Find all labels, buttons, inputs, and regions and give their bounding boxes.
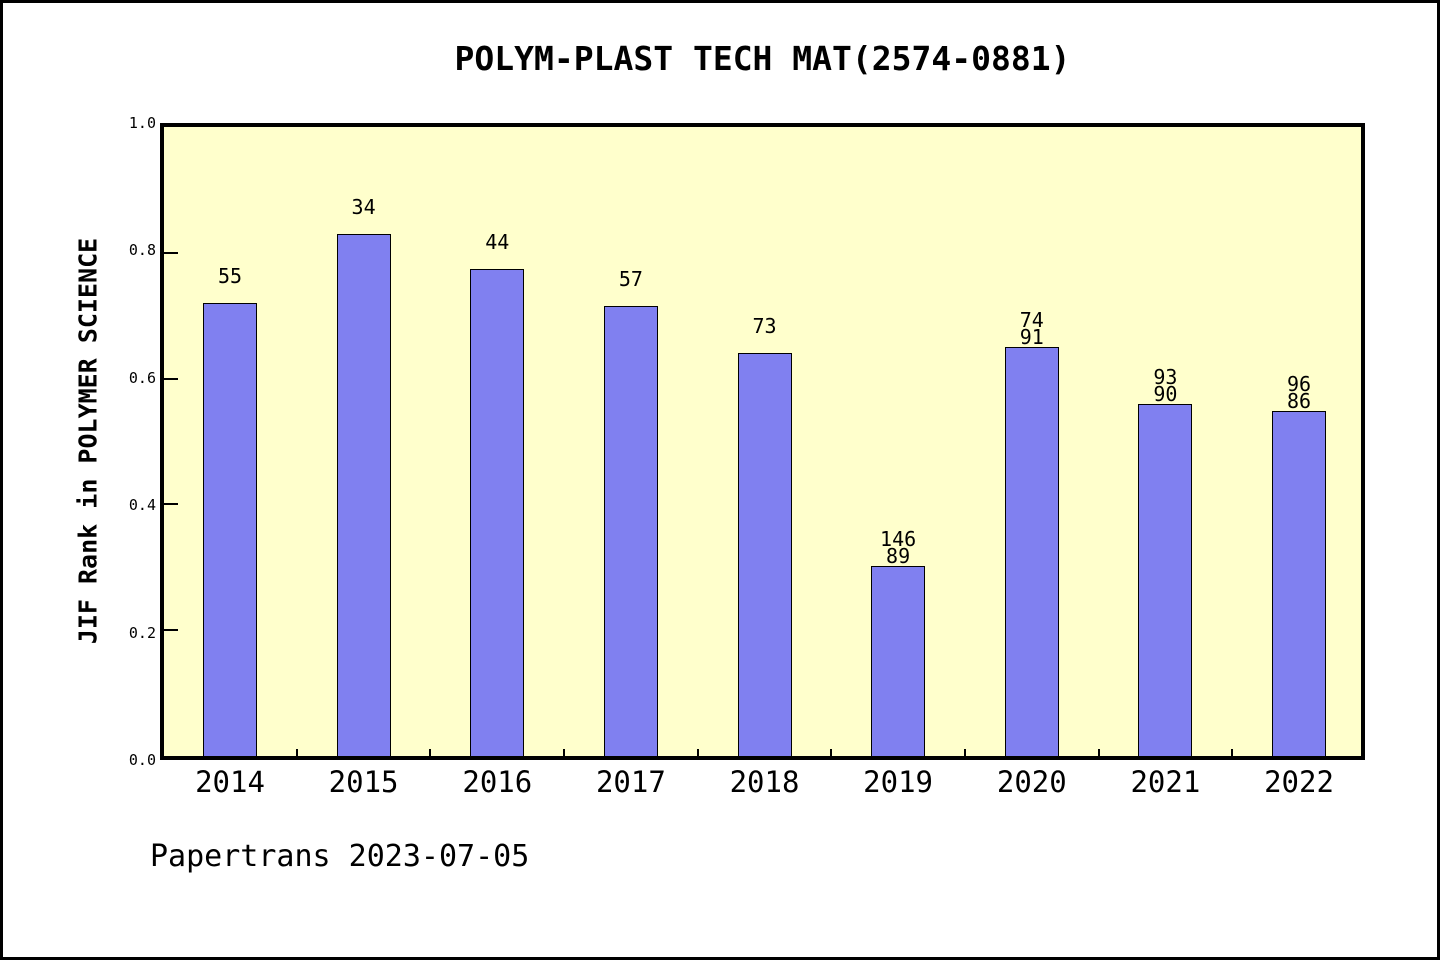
bar-value-label: 96 86 (1239, 372, 1359, 413)
bar-2017 (603, 306, 658, 756)
x-minor-tick (696, 749, 699, 756)
x-tick-label: 2022 (1264, 765, 1334, 799)
x-tick-label: 2021 (1130, 765, 1201, 799)
y-tick-label: 1.0 (128, 114, 156, 132)
bar-value-label: 73 (705, 314, 825, 352)
x-tick-label: 2014 (195, 765, 265, 799)
bar-2019 (871, 566, 926, 756)
x-minor-tick (830, 749, 833, 756)
y-tick (164, 503, 178, 506)
x-tick-label: 2018 (729, 765, 800, 799)
plot-interior: 55 34 44 57 73 146 89 74 91 93 90 96 86 (164, 127, 1361, 756)
bar-2014 (203, 303, 257, 756)
x-tick-label: 2016 (462, 765, 533, 799)
bar-2021 (1138, 404, 1193, 756)
x-minor-tick (429, 749, 432, 756)
chart-title: POLYM-PLAST TECH MAT(2574-0881) (454, 39, 1071, 78)
bar-value-label: 34 (304, 195, 424, 233)
bar-value-line: 89 (886, 544, 911, 568)
x-minor-tick (964, 749, 966, 756)
x-tick-label: 2017 (595, 765, 666, 799)
bar-value-line: 73 (752, 314, 777, 338)
bar-value-line: 74 (1019, 308, 1044, 332)
plot-area: 55 34 44 57 73 146 89 74 91 93 90 96 86 (160, 123, 1365, 760)
bar-value-label: 55 (170, 264, 290, 302)
bar-2022 (1272, 411, 1326, 756)
bar-value-label: 146 89 (838, 527, 958, 568)
y-tick-label: 0.4 (128, 496, 156, 515)
y-tick-label: 0.0 (128, 751, 156, 769)
bar-value-line: 91 (1019, 325, 1044, 349)
x-tick-label: 2019 (863, 765, 934, 799)
y-tick (164, 629, 178, 632)
bar-value-label: 44 (437, 230, 557, 268)
bar-value-line: 44 (485, 230, 510, 254)
bar-value-line: 34 (351, 195, 376, 219)
bar-value-line: 93 (1153, 365, 1178, 389)
y-tick-label: 0.6 (128, 368, 156, 387)
bar-2016 (470, 269, 525, 756)
bar-value-line: 57 (618, 267, 643, 291)
y-axis-title: JIF Rank in POLYMER SCIENCE (73, 237, 103, 645)
bar-value-label: 93 90 (1105, 365, 1225, 406)
bar-value-label: 74 91 (972, 308, 1092, 349)
bar-value-line: 96 (1286, 372, 1312, 396)
x-minor-tick (1231, 749, 1234, 756)
y-tick-label: 0.2 (128, 623, 156, 642)
y-tick (164, 251, 178, 254)
bar-2020 (1004, 347, 1059, 756)
x-minor-tick (295, 749, 298, 756)
bar-value-line: 146 (880, 527, 917, 551)
footer-note: Papertrans 2023-07-05 (150, 839, 530, 874)
bar-value-line: 90 (1153, 382, 1178, 406)
x-tick-label: 2020 (996, 765, 1067, 799)
bar-value-label: 57 (571, 267, 691, 305)
y-tick (164, 377, 178, 380)
y-tick-label: 0.8 (128, 241, 156, 260)
x-minor-tick (1097, 749, 1100, 756)
bar-2015 (336, 234, 391, 756)
x-tick-label: 2015 (328, 765, 399, 799)
bar-value-line: 55 (217, 264, 243, 288)
bar-value-line: 86 (1286, 389, 1312, 413)
x-minor-tick (563, 749, 566, 756)
bar-2018 (737, 353, 792, 756)
